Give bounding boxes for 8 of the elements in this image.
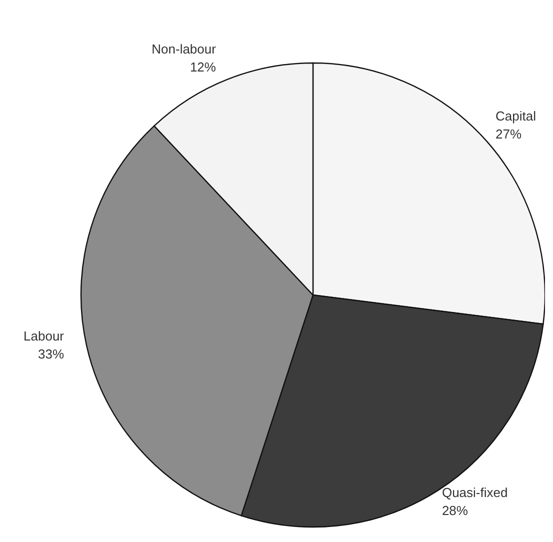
- data-label: 28%: [442, 503, 468, 518]
- slice-label: Non-labour: [152, 42, 217, 57]
- data-label: 33%: [38, 346, 64, 362]
- data-label: 12%: [190, 60, 216, 75]
- slice-label: Quasi-fixed: [442, 485, 508, 500]
- slice-label: Capital: [496, 108, 536, 124]
- slice-label: Labour: [24, 328, 65, 344]
- data-label: 27%: [496, 126, 522, 142]
